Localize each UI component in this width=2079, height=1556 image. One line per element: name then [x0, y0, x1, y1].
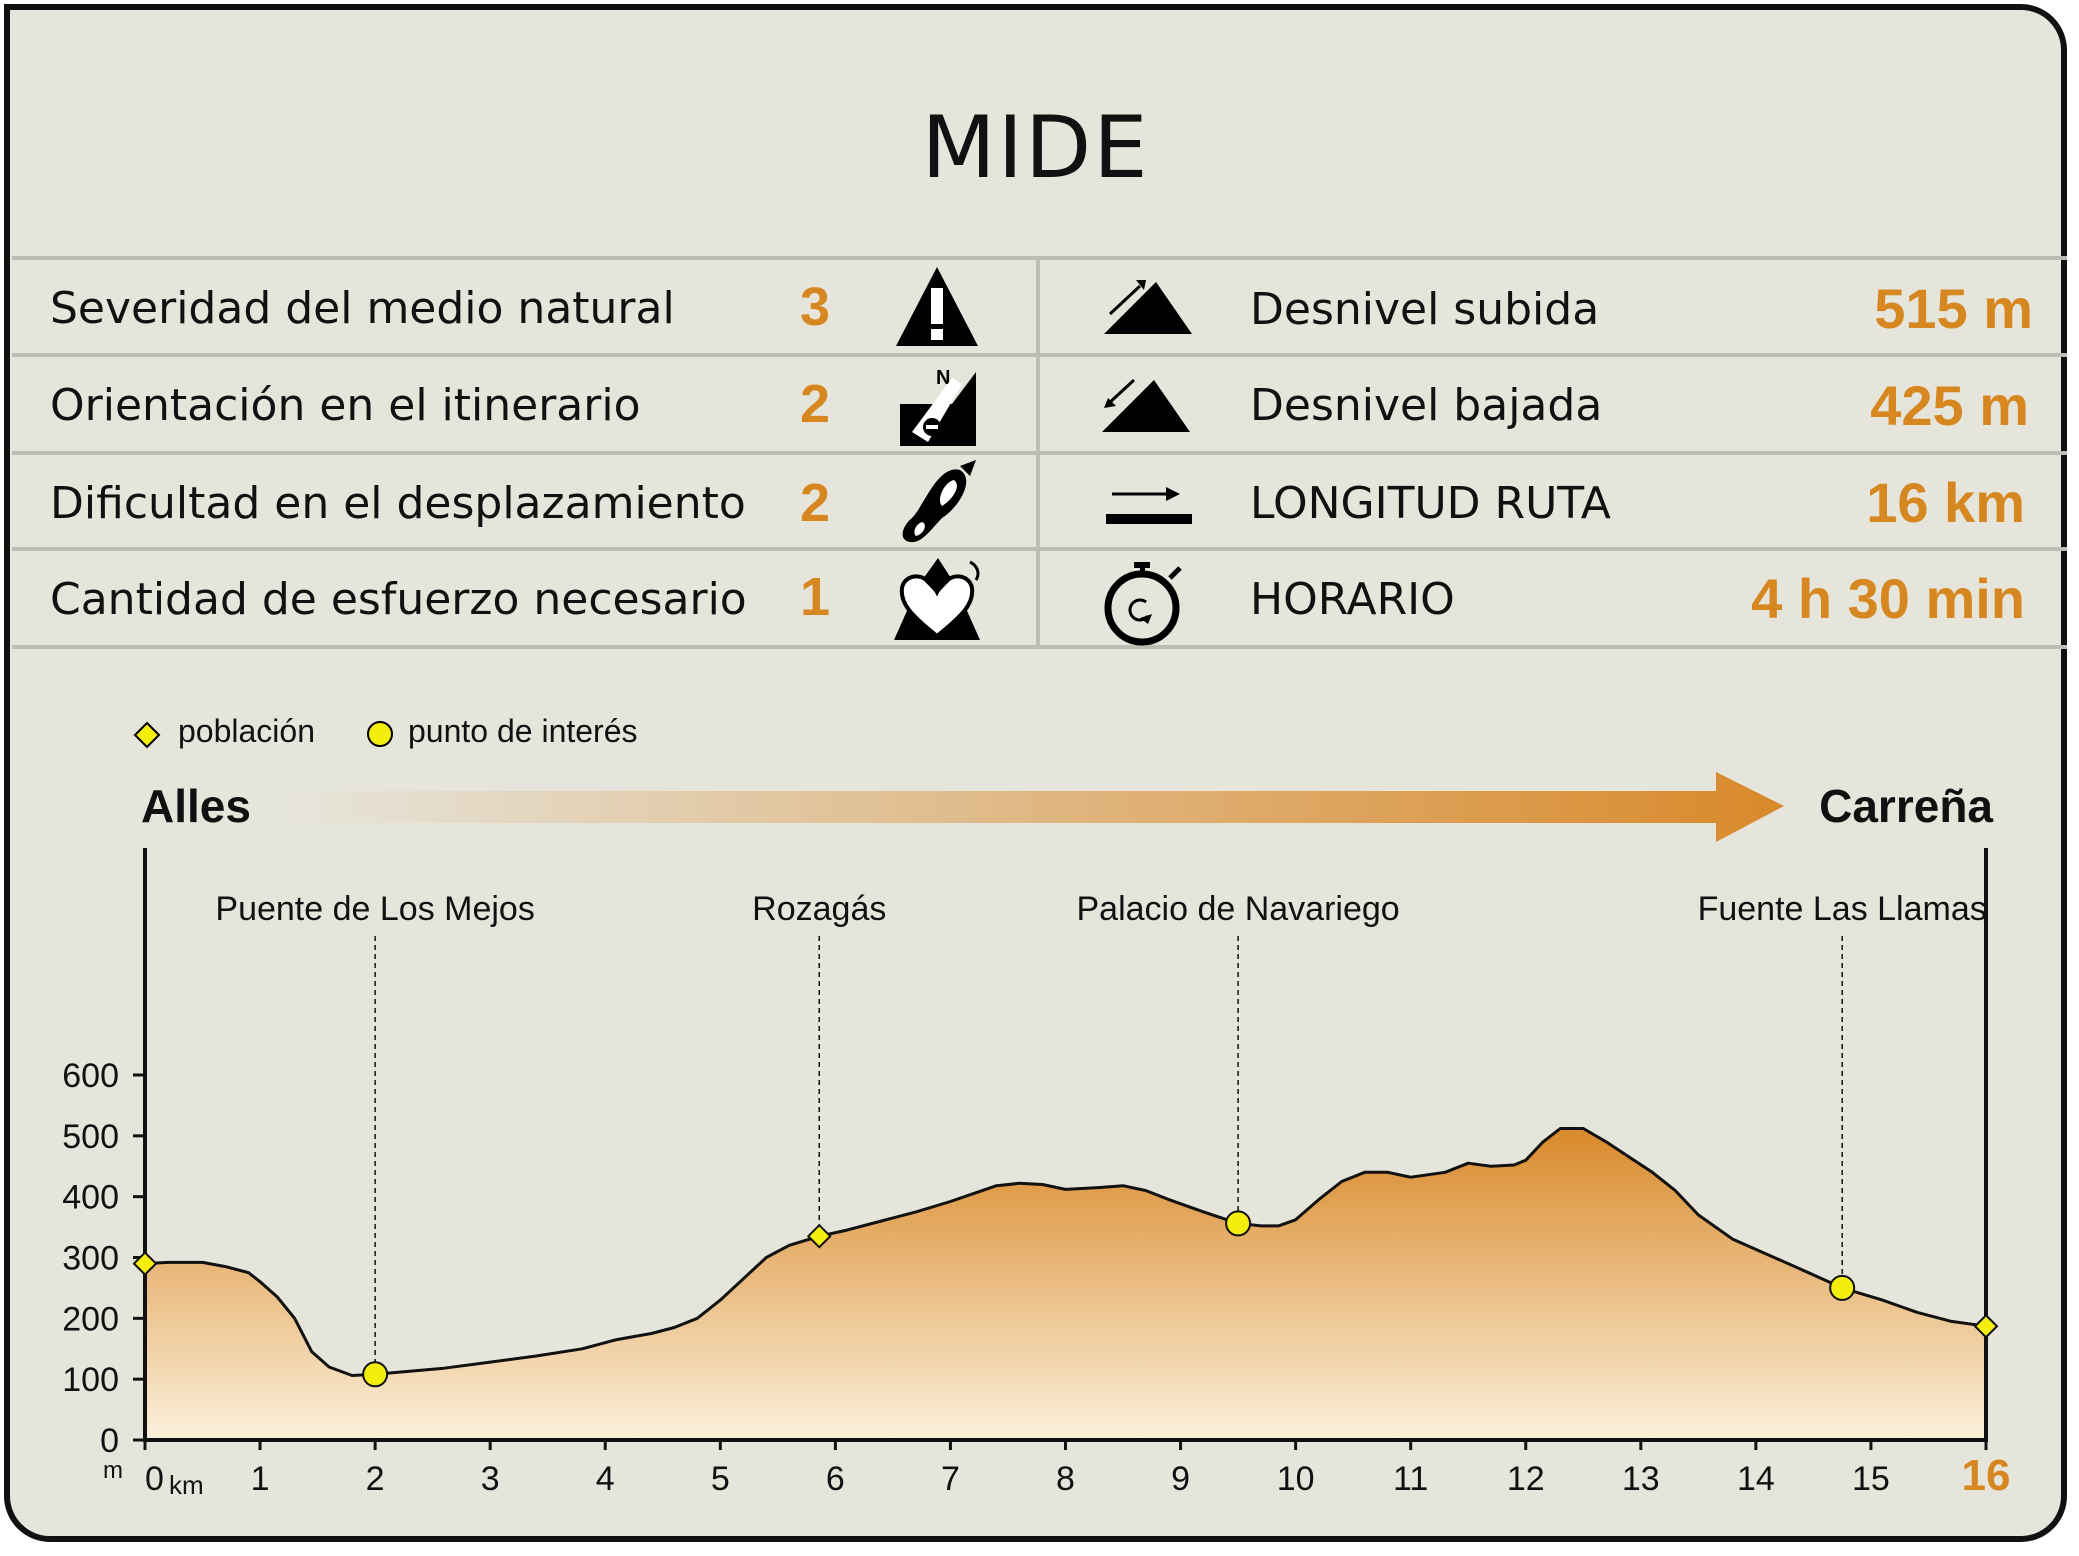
mide-label-orientation: Orientación en el itinerario	[50, 380, 641, 431]
legend-town-label: población	[178, 713, 315, 749]
x-tick-label: 5	[711, 1460, 730, 1498]
heart-effort-icon	[894, 558, 980, 640]
mide-label-effort: Cantidad de esfuerzo necesario	[50, 574, 747, 625]
poi-marker	[1225, 1210, 1252, 1237]
page-title: MIDE	[921, 98, 1150, 198]
mide-value-terrain: 2	[800, 473, 831, 533]
route-label-descent: Desnivel bajada	[1250, 380, 1603, 431]
route-label-ascent: Desnivel subida	[1250, 284, 1600, 335]
x-tick-label: 7	[941, 1460, 960, 1498]
descent-slope-icon	[1102, 378, 1190, 432]
table-divider	[1036, 256, 1040, 648]
compass-orientation-icon: N	[900, 367, 976, 446]
distance-arrow-icon	[1106, 487, 1192, 524]
ascent-slope-icon	[1104, 280, 1192, 334]
poi-marker	[1829, 1274, 1856, 1301]
warning-triangle-icon	[896, 267, 978, 346]
x-tick-label: 3	[481, 1460, 500, 1498]
x-tick-label: 8	[1056, 1460, 1075, 1498]
direction-arrow: Alles Carreña	[141, 772, 1993, 842]
mide-value-orientation: 2	[800, 374, 831, 434]
legend: población punto de interés	[133, 713, 638, 749]
legend-poi-marker	[367, 721, 393, 747]
y-tick-label: 500	[62, 1118, 119, 1156]
start-label: Alles	[141, 780, 251, 832]
mide-value-severity: 3	[800, 277, 831, 337]
x-unit-label: km	[169, 1470, 204, 1500]
mide-label-severity: Severidad del medio natural	[50, 283, 675, 334]
waypoint-label: Puente de Los Mejos	[215, 890, 534, 928]
x-tick-label: 12	[1507, 1460, 1545, 1498]
mide-label-terrain: Dificultad en el desplazamiento	[50, 478, 746, 529]
route-value-length: 16 km	[1866, 471, 2025, 534]
stopwatch-icon	[1104, 562, 1182, 646]
x-tick-label: 11	[1393, 1460, 1428, 1498]
elevation-line	[144, 1127, 1987, 1377]
footprint-icon	[902, 460, 976, 543]
town-marker	[806, 1223, 832, 1249]
y-tick-label: 400	[62, 1179, 119, 1217]
end-label: Carreña	[1819, 780, 1993, 832]
poi-marker	[362, 1361, 389, 1388]
x-tick-label: 14	[1737, 1460, 1775, 1498]
x-tick-label: 13	[1622, 1460, 1660, 1498]
x-tick-label: 4	[596, 1460, 615, 1498]
y-tick-label: 0	[100, 1422, 119, 1460]
x-tick-label: 9	[1171, 1460, 1190, 1498]
y-tick-label: 600	[62, 1057, 119, 1095]
svg-text:N: N	[936, 367, 950, 389]
waypoint-label: Palacio de Navariego	[1076, 890, 1399, 928]
waypoint-label: Fuente Las Llamas	[1698, 890, 1987, 928]
route-value-time: 4 h 30 min	[1751, 567, 2025, 630]
route-label-length: LONGITUD RUTA	[1250, 478, 1611, 529]
x-tick-label: 1	[251, 1460, 270, 1498]
x-tick-label: 10	[1277, 1460, 1315, 1498]
x-tick-label: 2	[366, 1460, 385, 1498]
route-value-ascent: 515 m	[1874, 277, 2033, 340]
y-tick-label: 200	[62, 1300, 119, 1338]
town-marker	[132, 1251, 158, 1276]
legend-poi-label: punto de interés	[408, 713, 638, 749]
route-value-descent: 425 m	[1870, 374, 2029, 437]
legend-town-marker	[133, 721, 161, 749]
waypoint-label: Rozagás	[752, 890, 886, 928]
route-label-time: HORARIO	[1250, 574, 1455, 625]
x-tick-label: 0	[145, 1460, 164, 1498]
x-tick-label: 6	[826, 1460, 845, 1498]
y-tick-label: 300	[62, 1240, 119, 1278]
town-marker	[1973, 1313, 1999, 1339]
x-tick-label: 15	[1852, 1460, 1890, 1498]
y-unit-label: m	[103, 1457, 123, 1484]
mide-value-effort: 1	[800, 567, 831, 627]
x-tick-label: 16	[1962, 1451, 2011, 1500]
direction-arrow-shape	[282, 772, 1784, 842]
y-tick-label: 100	[62, 1361, 119, 1399]
elevation-area	[145, 1128, 1986, 1440]
